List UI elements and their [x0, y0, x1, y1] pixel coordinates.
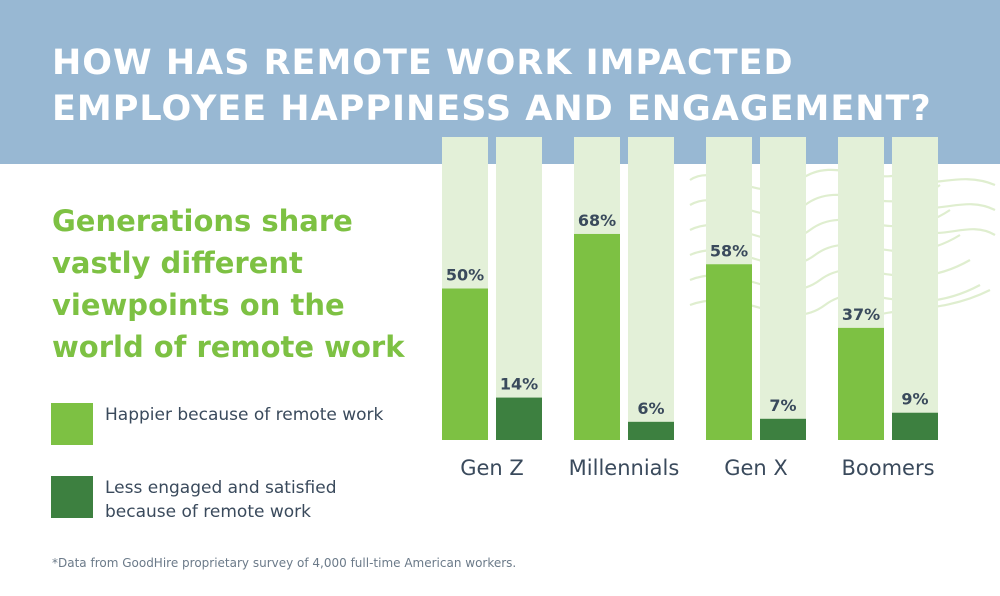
data-label-gen-z-less-engaged: 14% [500, 375, 538, 394]
footnote: *Data from GoodHire proprietary survey o… [52, 556, 517, 570]
bar-track-gen-z-less-engaged [496, 137, 542, 440]
category-label-gen-z: Gen Z [460, 456, 524, 480]
legend-label-less-engaged: Less engaged and satisfied because of re… [105, 478, 337, 522]
data-label-boomers-happier: 37% [842, 305, 880, 324]
bar-gen-x-happier [706, 264, 752, 440]
data-label-millennials-happier: 68% [578, 211, 616, 230]
data-label-boomers-less-engaged: 9% [901, 390, 928, 409]
bar-gen-z-less-engaged [496, 397, 542, 440]
data-label-gen-z-happier: 50% [446, 266, 484, 285]
legend-item-happier: Happier because of remote work [51, 403, 405, 445]
category-label-boomers: Boomers [841, 456, 934, 480]
title-line-2: EMPLOYEE HAPPINESS AND ENGAGEMENT? [52, 89, 932, 129]
legend-swatch-less-engaged [51, 476, 93, 518]
bar-millennials-happier [574, 233, 620, 440]
header-banner [0, 0, 1000, 164]
bar-boomers-happier [838, 327, 884, 440]
bar-track-boomers-less-engaged [892, 137, 938, 440]
bar-millennials-less-engaged [628, 421, 674, 440]
category-label-millennials: Millennials [569, 456, 680, 480]
bar-track-gen-x-less-engaged [760, 137, 806, 440]
bar-gen-x-less-engaged [760, 418, 806, 440]
legend-item-less-engaged: Less engaged and satisfied because of re… [51, 476, 405, 524]
data-label-gen-x-happier: 58% [710, 241, 748, 260]
data-label-gen-x-less-engaged: 7% [769, 396, 796, 415]
bar-gen-z-happier [442, 288, 488, 440]
bar-track-millennials-less-engaged [628, 137, 674, 440]
bar-boomers-less-engaged [892, 412, 938, 440]
category-label-gen-x: Gen X [724, 456, 788, 480]
title-line-1: HOW HAS REMOTE WORK IMPACTED [52, 43, 794, 83]
chart-subtitle: Generations share vastly different viewp… [52, 204, 405, 364]
legend-swatch-happier [51, 403, 93, 445]
page-title: HOW HAS REMOTE WORK IMPACTED EMPLOYEE HA… [52, 40, 952, 132]
legend-label-happier: Happier because of remote work [105, 405, 384, 425]
data-label-millennials-less-engaged: 6% [637, 399, 664, 418]
